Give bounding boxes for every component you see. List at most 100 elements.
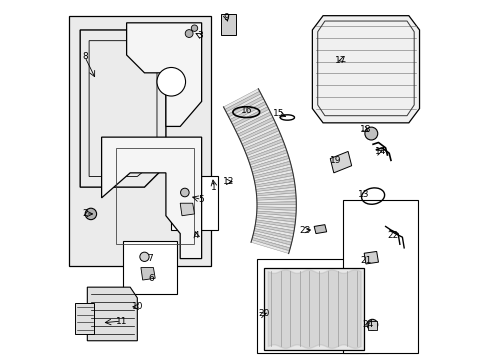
Text: 12: 12: [222, 177, 234, 186]
Text: 15: 15: [272, 109, 284, 118]
Polygon shape: [249, 150, 287, 165]
Polygon shape: [246, 142, 284, 158]
Polygon shape: [247, 144, 285, 161]
Polygon shape: [223, 89, 259, 109]
Polygon shape: [256, 196, 296, 201]
Text: 5: 5: [198, 195, 204, 204]
Polygon shape: [229, 102, 266, 122]
Polygon shape: [243, 131, 280, 149]
Circle shape: [180, 188, 189, 197]
Polygon shape: [69, 16, 210, 266]
Text: 4: 4: [193, 231, 199, 240]
Polygon shape: [180, 203, 194, 216]
Polygon shape: [252, 164, 291, 176]
Text: 18: 18: [360, 126, 371, 135]
Text: 14: 14: [374, 147, 385, 156]
Polygon shape: [255, 184, 295, 192]
Circle shape: [366, 319, 377, 330]
Polygon shape: [256, 215, 295, 222]
Polygon shape: [141, 267, 155, 280]
Polygon shape: [364, 251, 378, 264]
Text: 13: 13: [358, 190, 369, 199]
Polygon shape: [257, 258, 367, 353]
Text: 20: 20: [258, 310, 269, 319]
Polygon shape: [221, 14, 235, 35]
Polygon shape: [249, 153, 288, 167]
Polygon shape: [254, 173, 293, 183]
Circle shape: [364, 127, 377, 140]
Polygon shape: [244, 134, 281, 151]
Polygon shape: [102, 137, 201, 258]
Polygon shape: [228, 99, 264, 120]
Circle shape: [140, 252, 149, 261]
Text: 1: 1: [211, 183, 217, 192]
Circle shape: [157, 67, 185, 96]
Polygon shape: [224, 91, 261, 112]
Polygon shape: [239, 123, 276, 141]
Polygon shape: [257, 204, 296, 207]
Polygon shape: [245, 139, 283, 156]
Polygon shape: [257, 202, 296, 205]
Polygon shape: [253, 229, 292, 239]
Polygon shape: [238, 120, 275, 139]
Text: 22: 22: [386, 231, 398, 240]
Polygon shape: [329, 152, 351, 173]
Polygon shape: [254, 226, 293, 237]
Circle shape: [191, 25, 197, 31]
Text: 19: 19: [329, 156, 341, 165]
Polygon shape: [255, 217, 295, 225]
Polygon shape: [255, 220, 294, 228]
Circle shape: [185, 30, 193, 37]
Text: 24: 24: [362, 320, 373, 329]
Polygon shape: [256, 187, 295, 194]
Polygon shape: [256, 207, 296, 210]
Polygon shape: [256, 209, 296, 213]
Polygon shape: [367, 321, 376, 330]
Polygon shape: [255, 181, 294, 190]
Text: 6: 6: [148, 274, 154, 283]
Polygon shape: [254, 176, 293, 185]
Polygon shape: [123, 241, 176, 294]
Polygon shape: [252, 161, 290, 174]
Polygon shape: [256, 193, 295, 198]
Polygon shape: [235, 112, 271, 132]
Polygon shape: [255, 179, 294, 188]
Polygon shape: [232, 107, 268, 127]
Polygon shape: [233, 109, 270, 130]
Polygon shape: [313, 225, 326, 234]
Polygon shape: [253, 170, 292, 181]
Polygon shape: [126, 23, 201, 126]
Polygon shape: [231, 104, 267, 125]
Polygon shape: [342, 200, 417, 353]
Polygon shape: [244, 136, 282, 153]
Text: 17: 17: [334, 56, 346, 65]
Polygon shape: [251, 158, 289, 172]
Text: 16: 16: [240, 106, 251, 115]
Polygon shape: [87, 287, 137, 341]
Polygon shape: [250, 156, 288, 170]
Polygon shape: [251, 238, 289, 251]
Polygon shape: [226, 94, 262, 114]
Polygon shape: [264, 267, 364, 350]
Text: 2: 2: [82, 210, 88, 219]
Polygon shape: [227, 96, 263, 117]
Polygon shape: [256, 199, 296, 203]
Polygon shape: [242, 128, 279, 147]
Polygon shape: [253, 231, 292, 242]
Text: 21: 21: [360, 256, 371, 265]
Polygon shape: [312, 16, 419, 123]
Text: 23: 23: [299, 225, 310, 234]
Text: 7: 7: [147, 254, 152, 263]
Polygon shape: [75, 303, 94, 334]
Polygon shape: [254, 224, 293, 234]
Polygon shape: [256, 211, 295, 216]
Polygon shape: [255, 222, 294, 231]
Polygon shape: [248, 147, 286, 163]
Polygon shape: [252, 233, 291, 245]
Polygon shape: [250, 240, 289, 253]
Text: 11: 11: [115, 316, 127, 325]
Polygon shape: [240, 125, 277, 144]
Polygon shape: [256, 190, 295, 196]
Polygon shape: [256, 213, 295, 219]
Polygon shape: [253, 167, 291, 179]
